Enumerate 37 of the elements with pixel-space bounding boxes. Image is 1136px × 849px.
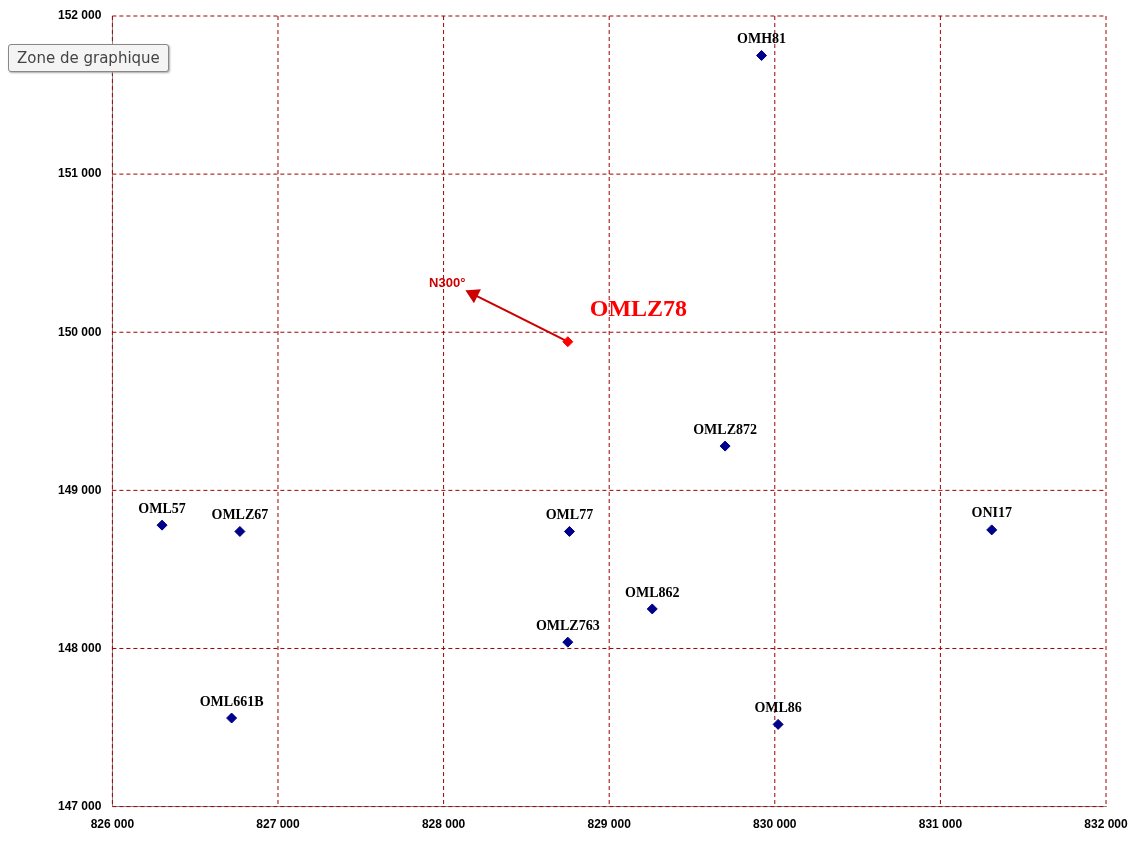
point xyxy=(563,525,575,537)
x-tick-label: 826 000 xyxy=(90,817,135,832)
y-tick-label: 150 000 xyxy=(57,324,102,339)
x-tick-label: 828 000 xyxy=(421,817,466,832)
point xyxy=(772,718,784,730)
point xyxy=(986,524,998,536)
annotation: Zone de graphique xyxy=(8,44,169,72)
x-tick-label: 829 000 xyxy=(587,817,632,832)
y-tick-label: 151 000 xyxy=(57,166,102,181)
data-label: OML57 xyxy=(138,500,186,516)
y-tick-label: 152 000 xyxy=(57,8,102,23)
point xyxy=(562,336,574,348)
data-label: OMLZ872 xyxy=(693,421,757,437)
point xyxy=(646,603,658,615)
y-tick-label: 149 000 xyxy=(57,482,102,497)
point xyxy=(562,636,574,648)
x-tick-label: 832 000 xyxy=(1084,817,1129,832)
point xyxy=(234,525,246,537)
data-label: OML862 xyxy=(625,584,680,600)
data-label: ONI17 xyxy=(971,505,1012,521)
y-tick-label: 147 000 xyxy=(57,798,102,813)
data-label: OMLZ763 xyxy=(535,617,600,633)
y-tick-label: 148 000 xyxy=(57,640,102,655)
data-label: OML661B xyxy=(199,693,264,709)
data-label: OML86 xyxy=(754,699,802,715)
x-tick-label: 827 000 xyxy=(256,817,300,832)
data-label: OMLZ78 xyxy=(589,294,688,321)
point xyxy=(226,712,238,724)
x-tick-label: 830 000 xyxy=(753,817,797,832)
point xyxy=(719,440,731,452)
data-label: N300° xyxy=(429,275,466,291)
point xyxy=(156,519,168,531)
data-label: OMH81 xyxy=(737,31,787,47)
point xyxy=(756,50,768,62)
data-label: OML77 xyxy=(545,507,594,523)
x-tick-label: 831 000 xyxy=(918,817,963,832)
data-label: OMLZ67 xyxy=(211,507,269,523)
